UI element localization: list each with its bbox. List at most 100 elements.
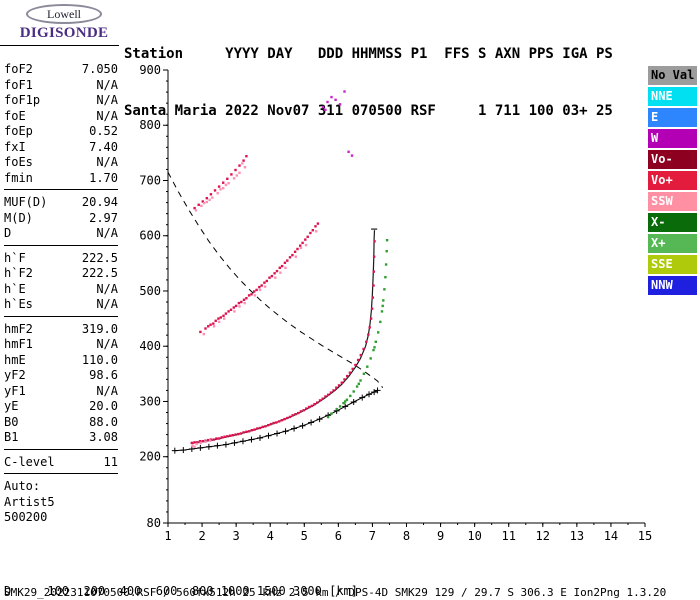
x-axis-ticks: 1 2 3 4 5 6 7 8 9 10 11 12 13 14 15 [164, 523, 652, 543]
logo-arc: Lowell [26, 4, 102, 24]
param-row-auto: Auto: [4, 479, 118, 495]
param-label: hmF2 [4, 321, 33, 336]
param-value: 3.08 [89, 430, 118, 444]
param-label: foF1 [4, 77, 33, 92]
legend-item-w: W [648, 129, 697, 148]
param-row-foep: foEp 0.52 [4, 124, 118, 140]
legend-item-vo: Vo+ [648, 171, 697, 190]
series-second-hop-echoes [199, 222, 320, 334]
param-row-h-e: h`E N/A [4, 282, 118, 298]
param-row-muf-d: MUF(D) 20.94 [4, 195, 118, 211]
parameter-group: foF2 7.050 foF1 N/A foF1p N/A foE N/A foEp 0.52 fx… [4, 62, 118, 190]
legend-item-vo: Vo- [648, 150, 697, 169]
param-label: 500200 [4, 510, 48, 524]
param-row-d: D N/A [4, 226, 118, 242]
footer-status-line: SMK29_2022311070500.RSF / 560fx512h 25 k… [4, 586, 667, 599]
param-label: B0 [4, 414, 19, 429]
x-tick-label: 14 [604, 529, 618, 543]
param-row-b0: B0 88.0 [4, 415, 118, 431]
x-tick-label: 6 [335, 529, 342, 543]
param-label: B1 [4, 430, 19, 444]
x-tick-label: 11 [501, 529, 515, 543]
param-row-yf1: yF1 N/A [4, 384, 118, 400]
y-tick-label: 400 [139, 339, 161, 353]
logo-lowell-text: Lowell [47, 7, 81, 21]
y-axis-ticks: 80 200 300 400 500 600 700 800 900 [139, 63, 168, 530]
param-value: N/A [96, 297, 118, 311]
x-tick-label: 12 [536, 529, 550, 543]
param-row-hme: hmE 110.0 [4, 353, 118, 369]
y-tick-label: 80 [147, 516, 161, 530]
y-tick-label: 800 [139, 118, 161, 132]
param-row-ye: yE 20.0 [4, 399, 118, 415]
parameter-group: MUF(D) 20.94 M(D) 2.97 D N/A [4, 195, 118, 246]
param-row-hmf2: hmF2 319.0 [4, 322, 118, 338]
param-label: fxI [4, 139, 26, 154]
param-value: 98.6 [89, 368, 118, 382]
legend-item-x: X- [648, 213, 697, 232]
x-tick-label: 3 [233, 529, 240, 543]
param-row-b1: B1 3.08 [4, 430, 118, 446]
x-tick-label: 4 [267, 529, 274, 543]
param-row-artist5: Artist5 [4, 495, 118, 511]
parameter-group: hmF2 319.0 hmF1 N/A hmE 110.0 yF2 98.6 yF1 N/A yE 2… [4, 322, 118, 450]
param-label: h`F [4, 250, 26, 265]
legend-item-x: X+ [648, 234, 697, 253]
param-row-fxi: fxI 7.40 [4, 140, 118, 156]
param-value: 222.5 [81, 250, 118, 265]
y-tick-label: 200 [139, 450, 161, 464]
param-value: N/A [96, 281, 118, 296]
legend-item-nnw: NNW [648, 276, 697, 295]
x-tick-label: 13 [570, 529, 584, 543]
header-station-values: Santa Maria 2022 Nov07 311 070500 RSF 1 … [124, 103, 613, 119]
param-value: 7.40 [89, 139, 118, 154]
param-value: N/A [96, 108, 118, 123]
distance-row: D 100 200 400 600 800 1000 1500 3000 [km… [4, 584, 359, 598]
param-value: 0.52 [89, 124, 118, 138]
parameter-group: h`F 222.5 h`F2 222.5 h`E N/A h`Es N/A [4, 251, 118, 317]
x-tick-label: 5 [301, 529, 308, 543]
param-value: 11 [103, 454, 118, 469]
logo-divider [0, 45, 119, 46]
series-o-trace-echoes [190, 240, 376, 445]
parameter-group: Auto: Artist5 500200 [4, 479, 118, 529]
param-value: N/A [96, 155, 118, 169]
param-label: yF2 [4, 368, 26, 382]
param-label: foEs [4, 155, 33, 169]
x-tick-label: 2 [198, 529, 205, 543]
param-value: N/A [96, 337, 118, 351]
param-value: 88.0 [89, 414, 118, 429]
x-tick-label: 8 [403, 529, 410, 543]
param-label: foEp [4, 124, 33, 138]
series-third-hop-echoes-pink [194, 162, 247, 212]
x-tick-label: 7 [369, 529, 376, 543]
param-row-500200: 500200 [4, 510, 118, 526]
param-value: 20.0 [89, 399, 118, 413]
y-tick-label: 700 [139, 173, 161, 187]
param-label: h`Es [4, 297, 33, 311]
series-spread-specks [321, 90, 354, 157]
legend-item-nne: NNE [648, 87, 697, 106]
legend-item-no-val: No Val [648, 66, 697, 85]
parameter-panel: foF2 7.050 foF1 N/A foF1p N/A foE N/A foEp 0.52 fx… [4, 62, 118, 534]
legend-item-e: E [648, 108, 697, 127]
y-tick-label: 900 [139, 63, 161, 77]
param-row-fof1p: foF1p N/A [4, 93, 118, 109]
doppler-legend: No Val NNE E W Vo- Vo+ SSW X- X+ SSE NNW [648, 66, 698, 297]
param-label: foE [4, 108, 26, 123]
station-header: Station YYYY DAY DDD HHMMSS P1 FFS S AXN… [124, 7, 613, 159]
param-row-yf2: yF2 98.6 [4, 368, 118, 384]
param-value: 7.050 [81, 62, 118, 76]
param-label: hmE [4, 352, 26, 367]
series-muf-transmission-curve [167, 171, 384, 389]
param-value: N/A [96, 77, 118, 92]
param-value: 319.0 [81, 321, 118, 336]
series-second-hop-echoes-pink [202, 230, 318, 336]
logo-digisonde-text: DIGISONDE [19, 25, 109, 41]
param-row-h-f: h`F 222.5 [4, 251, 118, 267]
param-row-h-f2: h`F2 222.5 [4, 266, 118, 282]
param-row-foe: foE N/A [4, 109, 118, 125]
param-label: foF2 [4, 62, 33, 76]
